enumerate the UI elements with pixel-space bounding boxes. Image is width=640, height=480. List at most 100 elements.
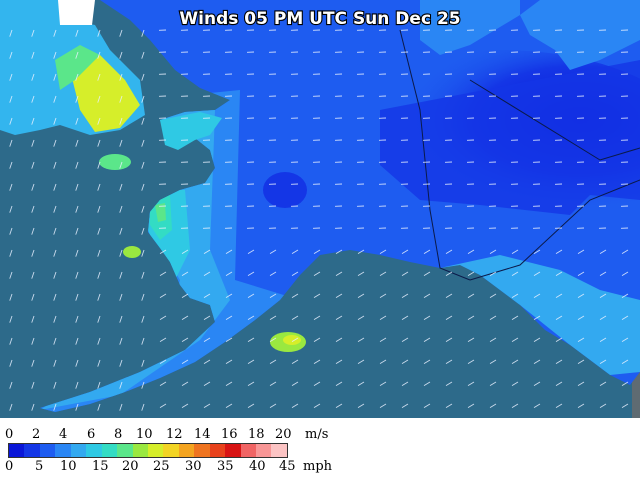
wind-barb — [621, 271, 629, 276]
wind-barb — [97, 95, 101, 103]
wind-barb — [31, 249, 35, 257]
yukon-nwt-border — [469, 79, 640, 161]
wind-barb — [511, 337, 519, 342]
wind-barb — [119, 337, 123, 345]
wind-barb — [203, 381, 211, 386]
wind-barb — [97, 117, 101, 125]
wind-barb — [379, 293, 387, 298]
wind-barb — [119, 73, 123, 81]
wind-barb — [141, 95, 145, 103]
ms-tick: 14 — [194, 427, 211, 442]
wind-barb — [269, 381, 277, 386]
wind-barb — [401, 381, 409, 386]
wind-barb — [291, 337, 299, 342]
wind-barb — [75, 29, 79, 37]
wind-barb — [75, 227, 79, 235]
wind-barb — [511, 359, 519, 364]
wind-barb — [53, 359, 57, 367]
wind-barb — [97, 271, 101, 279]
wind-barb — [75, 249, 79, 257]
wind-barb — [119, 139, 123, 147]
wind-barb — [291, 403, 299, 408]
color-bin — [9, 444, 25, 457]
wind-barb — [335, 293, 343, 298]
wind-barb — [599, 293, 607, 298]
wind-barb — [423, 271, 431, 276]
wind-barb — [335, 337, 343, 342]
wind-barb — [119, 359, 123, 367]
wind-barb — [555, 359, 563, 364]
ms-tick: 16 — [221, 427, 238, 442]
wind-barb — [313, 337, 321, 342]
wind-barb — [75, 183, 79, 191]
wind-barb — [141, 315, 145, 323]
russia-warm-area — [70, 55, 140, 132]
wind-barb — [269, 315, 277, 320]
wind-barb — [159, 381, 167, 386]
wind-barb — [577, 249, 585, 254]
wind-barb — [181, 293, 189, 298]
wind-barb — [313, 381, 321, 386]
wind-barb — [401, 403, 409, 408]
wind-barb — [97, 293, 101, 301]
wind-barb — [489, 359, 497, 364]
wind-barb — [97, 337, 101, 345]
wind-barb — [621, 403, 629, 408]
ms-tick: 6 — [87, 427, 96, 442]
wind-barb — [555, 249, 563, 254]
wind-barb — [335, 403, 343, 408]
wind-barb — [423, 359, 431, 364]
wind-barb — [53, 73, 57, 81]
wind-barb — [181, 271, 189, 276]
mph-tick: 20 — [122, 459, 139, 474]
mph-unit: mph — [303, 459, 333, 474]
wind-barb — [269, 359, 277, 364]
wind-barb — [445, 293, 453, 298]
wind-barb — [75, 381, 79, 389]
wind-barb — [53, 183, 57, 191]
wind-barb — [31, 337, 35, 345]
wind-barb — [511, 403, 519, 408]
wind-barb — [247, 359, 255, 364]
color-bin — [163, 444, 179, 457]
wind-barb — [141, 117, 145, 125]
wind-barb — [313, 293, 321, 298]
wind-barb — [141, 381, 145, 389]
wind-barb — [247, 403, 255, 408]
wind-barb — [119, 315, 123, 323]
russia-mid-area — [55, 45, 100, 90]
wind-barb — [53, 139, 57, 147]
mph-tick: 40 — [249, 459, 266, 474]
alaska-canada-border — [399, 29, 471, 281]
ms-tick: 4 — [59, 427, 68, 442]
wind-barb — [291, 293, 299, 298]
wind-barb — [141, 249, 145, 257]
wind-barb — [467, 293, 475, 298]
color-bin — [24, 444, 40, 457]
ms-tick: 20 — [275, 427, 292, 442]
wind-barb — [445, 381, 453, 386]
wind-barb — [75, 161, 79, 169]
wind-barb — [119, 95, 123, 103]
wind-barb — [9, 293, 13, 301]
wind-barb — [379, 359, 387, 364]
wind-barb — [247, 315, 255, 320]
wind-barb — [423, 381, 431, 386]
wind-barb — [53, 249, 57, 257]
wind-barb — [511, 315, 519, 320]
wind-barb — [53, 315, 57, 323]
wind-barb — [269, 271, 277, 276]
wind-barb — [31, 73, 35, 81]
color-bin — [271, 444, 287, 457]
wind-barb — [119, 183, 123, 191]
map-title: Winds 05 PM UTC Sun Dec 25 — [179, 9, 460, 29]
wind-barb — [247, 293, 255, 298]
wind-barb — [357, 381, 365, 386]
wind-barb — [31, 139, 35, 147]
wind-barb — [31, 117, 35, 125]
wind-barb — [181, 359, 189, 364]
wind-barb — [119, 381, 123, 389]
wind-barb — [577, 403, 585, 408]
wind-barb — [31, 271, 35, 279]
wind-barb — [97, 315, 101, 323]
